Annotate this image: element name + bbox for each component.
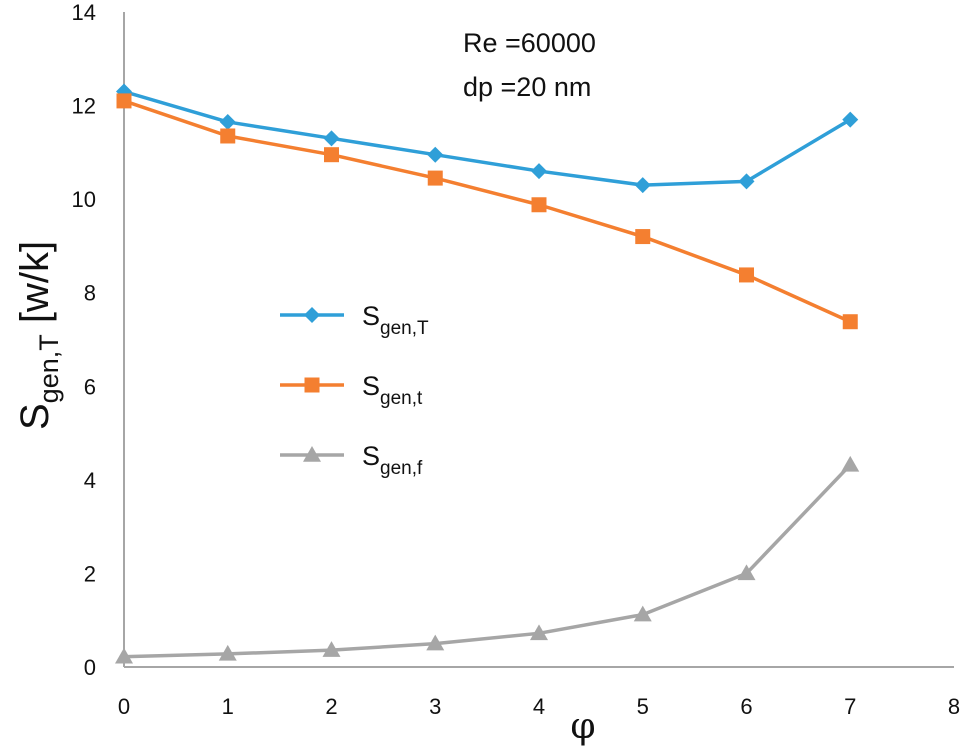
- legend-swatch-marker: [303, 446, 321, 462]
- y-tick-label: 12: [72, 94, 96, 119]
- x-tick-label: 3: [429, 694, 441, 719]
- data-point: [115, 647, 133, 664]
- data-point: [739, 267, 754, 283]
- legend-label-main: S: [362, 441, 380, 471]
- data-point: [322, 641, 341, 657]
- legend-swatch-marker: [304, 377, 320, 393]
- series-line: [123, 99, 851, 324]
- data-point: [530, 624, 548, 641]
- data-point: [841, 455, 860, 472]
- y-tick-label: 8: [84, 281, 96, 306]
- y-axis-label-main: S: [13, 403, 57, 430]
- data-point: [116, 93, 132, 109]
- x-tick-label: 8: [948, 694, 960, 719]
- y-tick-label: 0: [84, 655, 96, 680]
- legend-label: Sgen,T: [362, 301, 429, 339]
- x-tick-label: 4: [533, 694, 545, 719]
- annotation-particle-diameter: dp =20 nm: [463, 72, 591, 102]
- series-line: [123, 89, 852, 187]
- series-markers: [115, 83, 860, 664]
- y-tick-label: 4: [84, 468, 96, 493]
- data-point: [842, 314, 858, 330]
- y-axis-label: Sgen,T [w/k]: [13, 241, 64, 430]
- y-tick-label: 10: [72, 187, 96, 212]
- data-point: [737, 564, 756, 581]
- data-point: [220, 128, 236, 144]
- data-point: [323, 130, 340, 147]
- data-point: [218, 644, 237, 661]
- x-tick-label: 0: [118, 694, 130, 719]
- legend-label: Sgen,f: [362, 441, 423, 479]
- legend-label: Sgen,t: [362, 371, 423, 409]
- axes: [123, 12, 954, 668]
- legend-label-main: S: [362, 371, 380, 401]
- data-point: [842, 111, 859, 128]
- legend-label-sub: gen,T: [380, 318, 429, 339]
- y-tick-label: 2: [84, 561, 96, 586]
- data-point: [427, 170, 443, 186]
- y-tick-label: 6: [84, 374, 96, 399]
- y-tick-label: 14: [72, 0, 96, 25]
- legend-label-main: S: [362, 301, 380, 331]
- x-tick-labels: 0 1 2 3 4 5 6 7 8: [118, 694, 960, 719]
- data-point: [531, 163, 547, 180]
- data-point: [738, 173, 755, 190]
- legend-label-sub: gen,f: [380, 458, 423, 479]
- y-axis-label-rest: [w/k]: [13, 241, 57, 334]
- series-lines: [123, 89, 852, 659]
- series-line: [123, 463, 852, 659]
- legend-label-sub: gen,t: [380, 388, 423, 409]
- legend-swatch-marker: [304, 307, 320, 323]
- x-tick-label: 2: [325, 694, 337, 719]
- x-tick-label: 1: [222, 694, 234, 719]
- x-tick-label: 7: [844, 694, 856, 719]
- data-point: [635, 229, 651, 245]
- x-tick-label: 6: [740, 694, 752, 719]
- data-point: [634, 177, 651, 194]
- y-axis-label-sub: gen,T: [34, 334, 64, 403]
- data-point: [219, 113, 236, 130]
- data-point: [633, 605, 652, 622]
- data-point: [531, 197, 547, 213]
- data-point: [426, 634, 445, 651]
- x-axis-label: φ: [570, 706, 595, 747]
- x-tick-label: 5: [637, 694, 649, 719]
- data-point: [324, 147, 339, 163]
- annotation-reynolds: Re =60000: [463, 28, 596, 58]
- y-tick-labels: 0 2 4 6 8 10 12 14: [72, 0, 96, 680]
- data-point: [427, 146, 444, 163]
